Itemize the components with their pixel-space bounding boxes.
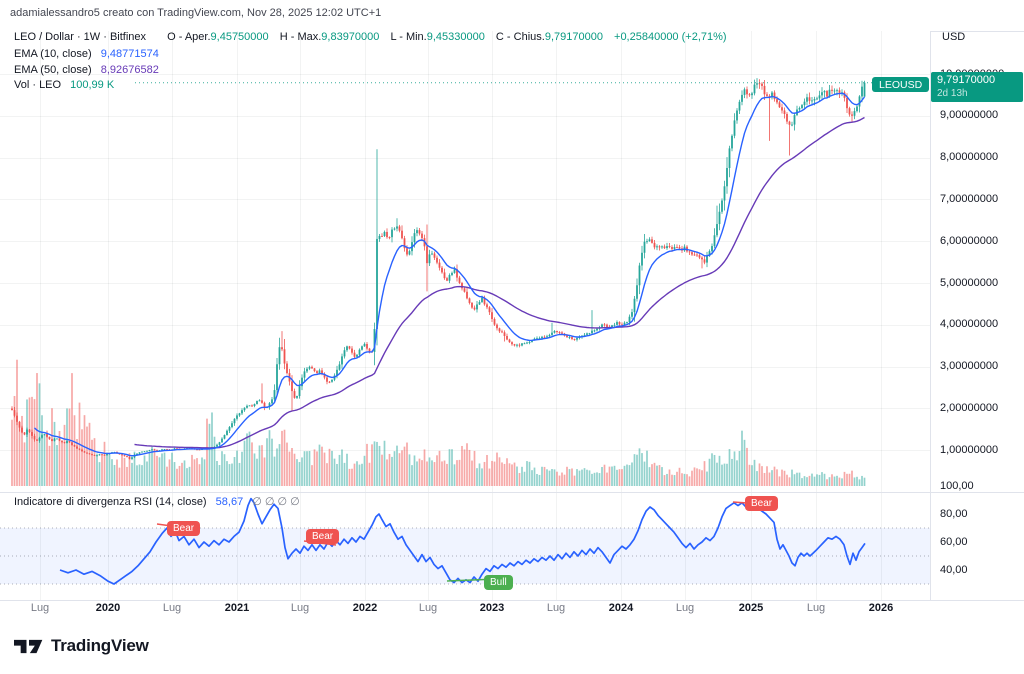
price-tick-label: 2,00000000 <box>940 401 999 414</box>
symbol-title: LEO / Dollar · 1W · Bitfinex <box>14 31 147 43</box>
price-tick-label: 1,00000000 <box>940 443 999 456</box>
volume-value: 100,99 K <box>70 79 115 91</box>
close-value: 9,79170000 <box>544 31 603 43</box>
legend-rsi-row: Indicatore di divergenza RSI (14, close)… <box>14 495 300 508</box>
time-tick-label: Lug <box>418 602 438 614</box>
price-tick-label: 8,00000000 <box>940 151 999 164</box>
ema10-value: 9,48771574 <box>100 48 159 60</box>
close-label: C - Chius. <box>495 31 545 43</box>
rsi-tick-label: 80,00 <box>940 507 968 520</box>
legend-ema50-row: EMA (50, close) 8,92676582 <box>14 64 159 76</box>
legend-symbol-row: LEO / Dollar · 1W · Bitfinex O - Aper.9,… <box>14 31 727 43</box>
current-price-badge: 9,79170000 2d 13h <box>931 72 1023 102</box>
low-label: L - Min. <box>390 31 427 43</box>
open-value: 9,45750000 <box>210 31 269 43</box>
price-tick-label: 7,00000000 <box>940 192 999 205</box>
divergence-badge-bull: Bull <box>484 575 513 590</box>
legend-volume-row: Vol · LEO 100,99 K <box>14 79 114 91</box>
time-tick-label: 2024 <box>608 602 634 614</box>
price-tick-label: 5,00000000 <box>940 276 999 289</box>
rsi-indicator-label: Indicatore di divergenza RSI (14, close) <box>14 496 207 508</box>
price-tick-label: 3,00000000 <box>940 360 999 373</box>
rsi-tick-label: 60,00 <box>940 535 968 548</box>
time-tick-label: 2023 <box>479 602 505 614</box>
legend-ema10-row: EMA (10, close) 9,48771574 <box>14 48 159 60</box>
current-price-value: 9,79170000 <box>937 74 996 86</box>
time-tick-label: Lug <box>290 602 310 614</box>
bar-countdown: 2d 13h <box>937 88 968 99</box>
time-tick-label: Lug <box>806 602 826 614</box>
time-tick-label: Lug <box>30 602 50 614</box>
currency-label: USD <box>942 31 966 43</box>
price-tick-label: 6,00000000 <box>940 234 999 247</box>
time-tick-label: Lug <box>675 602 695 614</box>
time-tick-label: 2025 <box>738 602 764 614</box>
time-tick-label: Lug <box>546 602 566 614</box>
rsi-null-params: ∅ ∅ ∅ ∅ <box>252 496 300 508</box>
low-value: 9,45330000 <box>426 31 485 43</box>
volume-label: Vol · LEO <box>14 79 62 91</box>
time-tick-label: 2026 <box>868 602 894 614</box>
tradingview-logo-icon <box>14 639 43 653</box>
attribution-text: adamialessandro5 creato con TradingView.… <box>10 7 382 19</box>
time-tick-label: 2020 <box>95 602 121 614</box>
ema10-label: EMA (10, close) <box>14 48 92 60</box>
ema50-value: 8,92676582 <box>100 64 159 76</box>
time-tick-label: Lug <box>162 602 182 614</box>
divergence-badge-bear: Bear <box>306 529 340 544</box>
price-tick-label: 4,00000000 <box>940 318 999 331</box>
tradingview-logo[interactable]: TradingView <box>14 636 149 656</box>
change-value: +0,25840000 (+2,71%) <box>614 31 727 43</box>
rsi-value: 58,67 <box>215 496 244 508</box>
time-tick-label: 2022 <box>352 602 378 614</box>
open-label: O - Aper. <box>167 31 211 43</box>
divergence-badge-bear: Bear <box>745 496 779 511</box>
rsi-tick-label: 40,00 <box>940 563 968 576</box>
rsi-tick-label: 100,00 <box>940 479 974 492</box>
price-tick-label: 9,00000000 <box>940 109 999 122</box>
high-label: H - Max. <box>279 31 322 43</box>
tradingview-logo-text: TradingView <box>51 636 149 655</box>
time-tick-label: 2021 <box>224 602 250 614</box>
symbol-price-flag: LEOUSD <box>872 77 930 92</box>
ema50-label: EMA (50, close) <box>14 64 92 76</box>
divergence-badge-bear: Bear <box>167 521 201 536</box>
high-value: 9,83970000 <box>321 31 380 43</box>
